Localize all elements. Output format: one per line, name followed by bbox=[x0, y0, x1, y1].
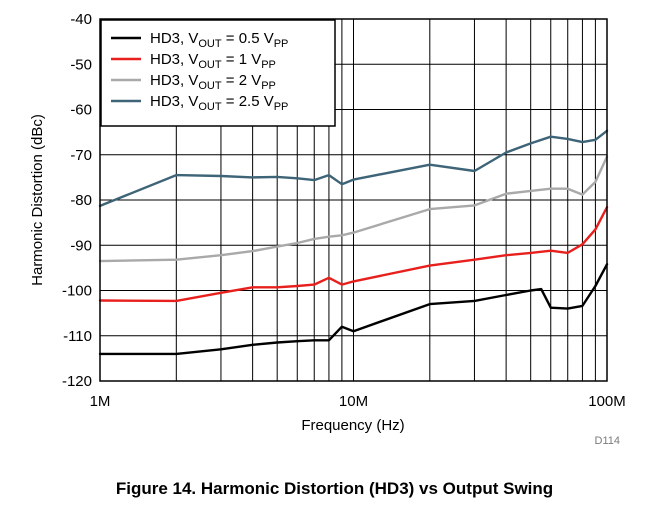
legend-item: HD3, VOUT = 0.5 VPP bbox=[111, 30, 288, 50]
x-tick-label: 100M bbox=[588, 393, 626, 410]
legend-label: HD3, VOUT = 0.5 VPP bbox=[150, 30, 288, 50]
y-tick-label: -50 bbox=[70, 56, 92, 73]
legend-item: HD3, VOUT = 2.5 VPP bbox=[111, 93, 288, 113]
y-axis-label: Harmonic Distortion (dBc) bbox=[29, 114, 46, 286]
legend-label: HD3, VOUT = 2 VPP bbox=[150, 72, 276, 92]
figure-code: D114 bbox=[595, 435, 620, 447]
legend-label: HD3, VOUT = 1 VPP bbox=[150, 51, 276, 71]
y-tick-label: -80 bbox=[70, 192, 92, 209]
y-tick-label: -40 bbox=[70, 11, 92, 28]
y-tick-label: -90 bbox=[70, 237, 92, 254]
chart-svg: -40 -50 -60 -70 -80 -90 -100 -110 -120 1M 10M 100M… bbox=[29, 11, 626, 447]
plot-frame bbox=[99, 18, 608, 382]
series-line-3 bbox=[98, 155, 609, 263]
series-line-1 bbox=[98, 263, 609, 356]
legend-label: HD3, VOUT = 2.5 VPP bbox=[150, 93, 288, 113]
y-tick-label: -110 bbox=[63, 328, 92, 345]
series-line-2 bbox=[98, 205, 609, 303]
x-tick-label: 1M bbox=[90, 393, 111, 410]
x-axis-label: Frequency (Hz) bbox=[301, 417, 404, 434]
y-tick-label: -60 bbox=[70, 102, 92, 119]
y-tick-label: -70 bbox=[70, 147, 92, 164]
x-tick-label: 10M bbox=[339, 393, 368, 410]
figure-caption: Figure 14. Harmonic Distortion (HD3) vs … bbox=[115, 479, 554, 498]
x-tick-labels: 1M 10M 100M bbox=[90, 393, 626, 410]
legend-item: HD3, VOUT = 1 VPP bbox=[111, 51, 276, 71]
legend-item: HD3, VOUT = 2 VPP bbox=[111, 72, 276, 92]
y-tick-label: -120 bbox=[62, 373, 92, 390]
series-lines bbox=[98, 129, 609, 356]
y-tick-label: -100 bbox=[62, 283, 92, 300]
series-line-4 bbox=[98, 129, 609, 208]
y-tick-labels: -40 -50 -60 -70 -80 -90 -100 -110 -120 bbox=[62, 11, 92, 390]
